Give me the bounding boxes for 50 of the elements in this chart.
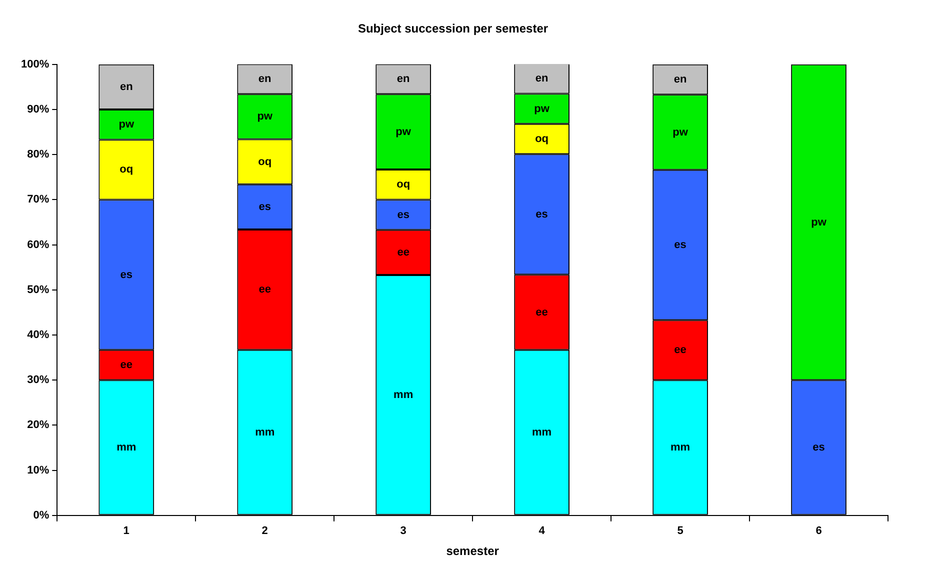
text: pw	[118, 118, 134, 131]
series-label: mm	[670, 442, 690, 454]
text: es	[812, 442, 825, 454]
text: ee	[258, 284, 271, 296]
text: en	[535, 72, 548, 85]
series-label: en	[674, 74, 687, 86]
text: mm	[255, 426, 275, 438]
y-tick-label: 60%	[27, 238, 50, 251]
y-tick-label: 40%	[27, 329, 50, 342]
text: oq	[120, 164, 134, 176]
text: es	[120, 268, 132, 281]
text: pw	[396, 126, 411, 138]
y-tick-label: 90%	[27, 104, 50, 116]
text: es	[536, 208, 548, 220]
text: en	[120, 80, 133, 93]
text: pw	[672, 126, 688, 138]
x-tick-label: 6	[816, 525, 822, 538]
text: en	[258, 73, 272, 86]
y-tick-label: 30%	[27, 374, 50, 386]
series-label: oq	[396, 178, 410, 191]
y-tick-label: 10%	[27, 464, 50, 476]
text: es	[258, 200, 271, 213]
series-label: ee	[120, 359, 132, 372]
x-tick-label: 2	[262, 525, 268, 538]
y-tick-label: 70%	[27, 194, 50, 206]
y-tick-label: 80%	[27, 148, 50, 161]
text: en	[396, 73, 410, 86]
y-tick-label: 100%	[20, 58, 50, 70]
text: mm	[116, 442, 136, 454]
text: oq	[258, 156, 272, 168]
y-tick-label: 0%	[33, 509, 50, 522]
y-tick-label: 20%	[27, 419, 50, 432]
x-tick-label: 5	[677, 525, 684, 538]
series-label: es	[397, 208, 410, 221]
text: pw	[811, 216, 826, 228]
x-tick-label: 4	[538, 525, 546, 538]
x-axis-title: semester	[446, 544, 500, 558]
text: mm	[394, 388, 414, 401]
series-label: pw	[534, 102, 550, 115]
x-tick-label: 3	[400, 525, 406, 538]
x-tick-label: 1	[123, 525, 130, 538]
text: ee	[397, 246, 410, 258]
text: pw	[257, 110, 272, 123]
chart-title: Subject succession per semester	[358, 22, 548, 36]
text: mm	[532, 426, 552, 438]
y-tick-label: 50%	[27, 284, 50, 296]
text: es	[674, 239, 686, 252]
text: oq	[535, 133, 549, 146]
text: ee	[674, 344, 686, 356]
text: ee	[536, 306, 548, 318]
